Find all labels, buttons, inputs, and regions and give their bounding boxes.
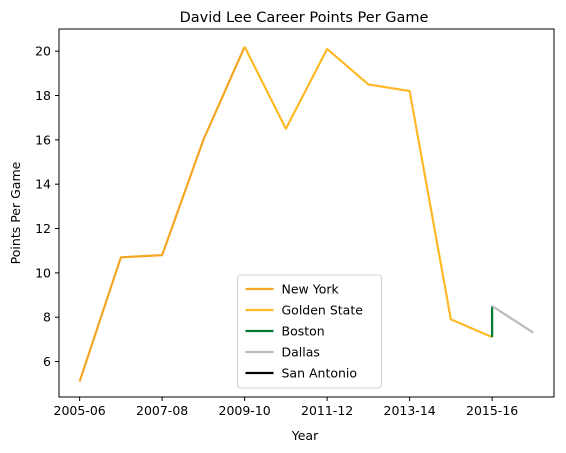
y-axis: 6 8 10 12 14 16 18 20 xyxy=(35,44,59,369)
legend-label: Dallas xyxy=(282,345,320,360)
x-tick-label: 2015-16 xyxy=(466,403,518,418)
series-line-3 xyxy=(491,305,534,334)
x-tick-label: 2007-08 xyxy=(136,403,188,418)
x-tick-label: 2009-10 xyxy=(219,403,271,418)
legend: New York Golden State Boston Dallas San Anto… xyxy=(237,274,382,389)
y-tick-label: 8 xyxy=(43,310,51,325)
x-axis: 2005-06 2007-08 2009-10 2011-12 2013-14 2015-… xyxy=(54,397,518,418)
plot-lines xyxy=(78,46,534,382)
legend-label: Golden State xyxy=(282,303,364,318)
y-tick-label: 20 xyxy=(35,44,51,59)
series-line-1 xyxy=(243,46,493,339)
y-tick-label: 18 xyxy=(35,88,51,103)
legend-box xyxy=(237,274,382,389)
y-tick-label: 6 xyxy=(43,354,51,369)
y-tick-label: 12 xyxy=(35,221,51,236)
x-tick-label: 2013-14 xyxy=(384,403,436,418)
chart-title: David Lee Career Points Per Game xyxy=(180,10,429,26)
legend-label: New York xyxy=(282,282,340,297)
legend-label: San Antonio xyxy=(282,366,358,381)
y-tick-label: 14 xyxy=(35,177,51,192)
x-axis-label: Year xyxy=(291,428,319,443)
y-axis-label: Points Per Game xyxy=(8,161,23,264)
x-tick-label: 2005-06 xyxy=(54,403,106,418)
series-line-0 xyxy=(78,46,246,382)
legend-label: Boston xyxy=(282,324,325,339)
plot-frame xyxy=(58,28,555,398)
y-tick-label: 10 xyxy=(35,265,51,280)
x-tick-label: 2011-12 xyxy=(301,403,353,418)
y-tick-label: 16 xyxy=(35,132,51,147)
